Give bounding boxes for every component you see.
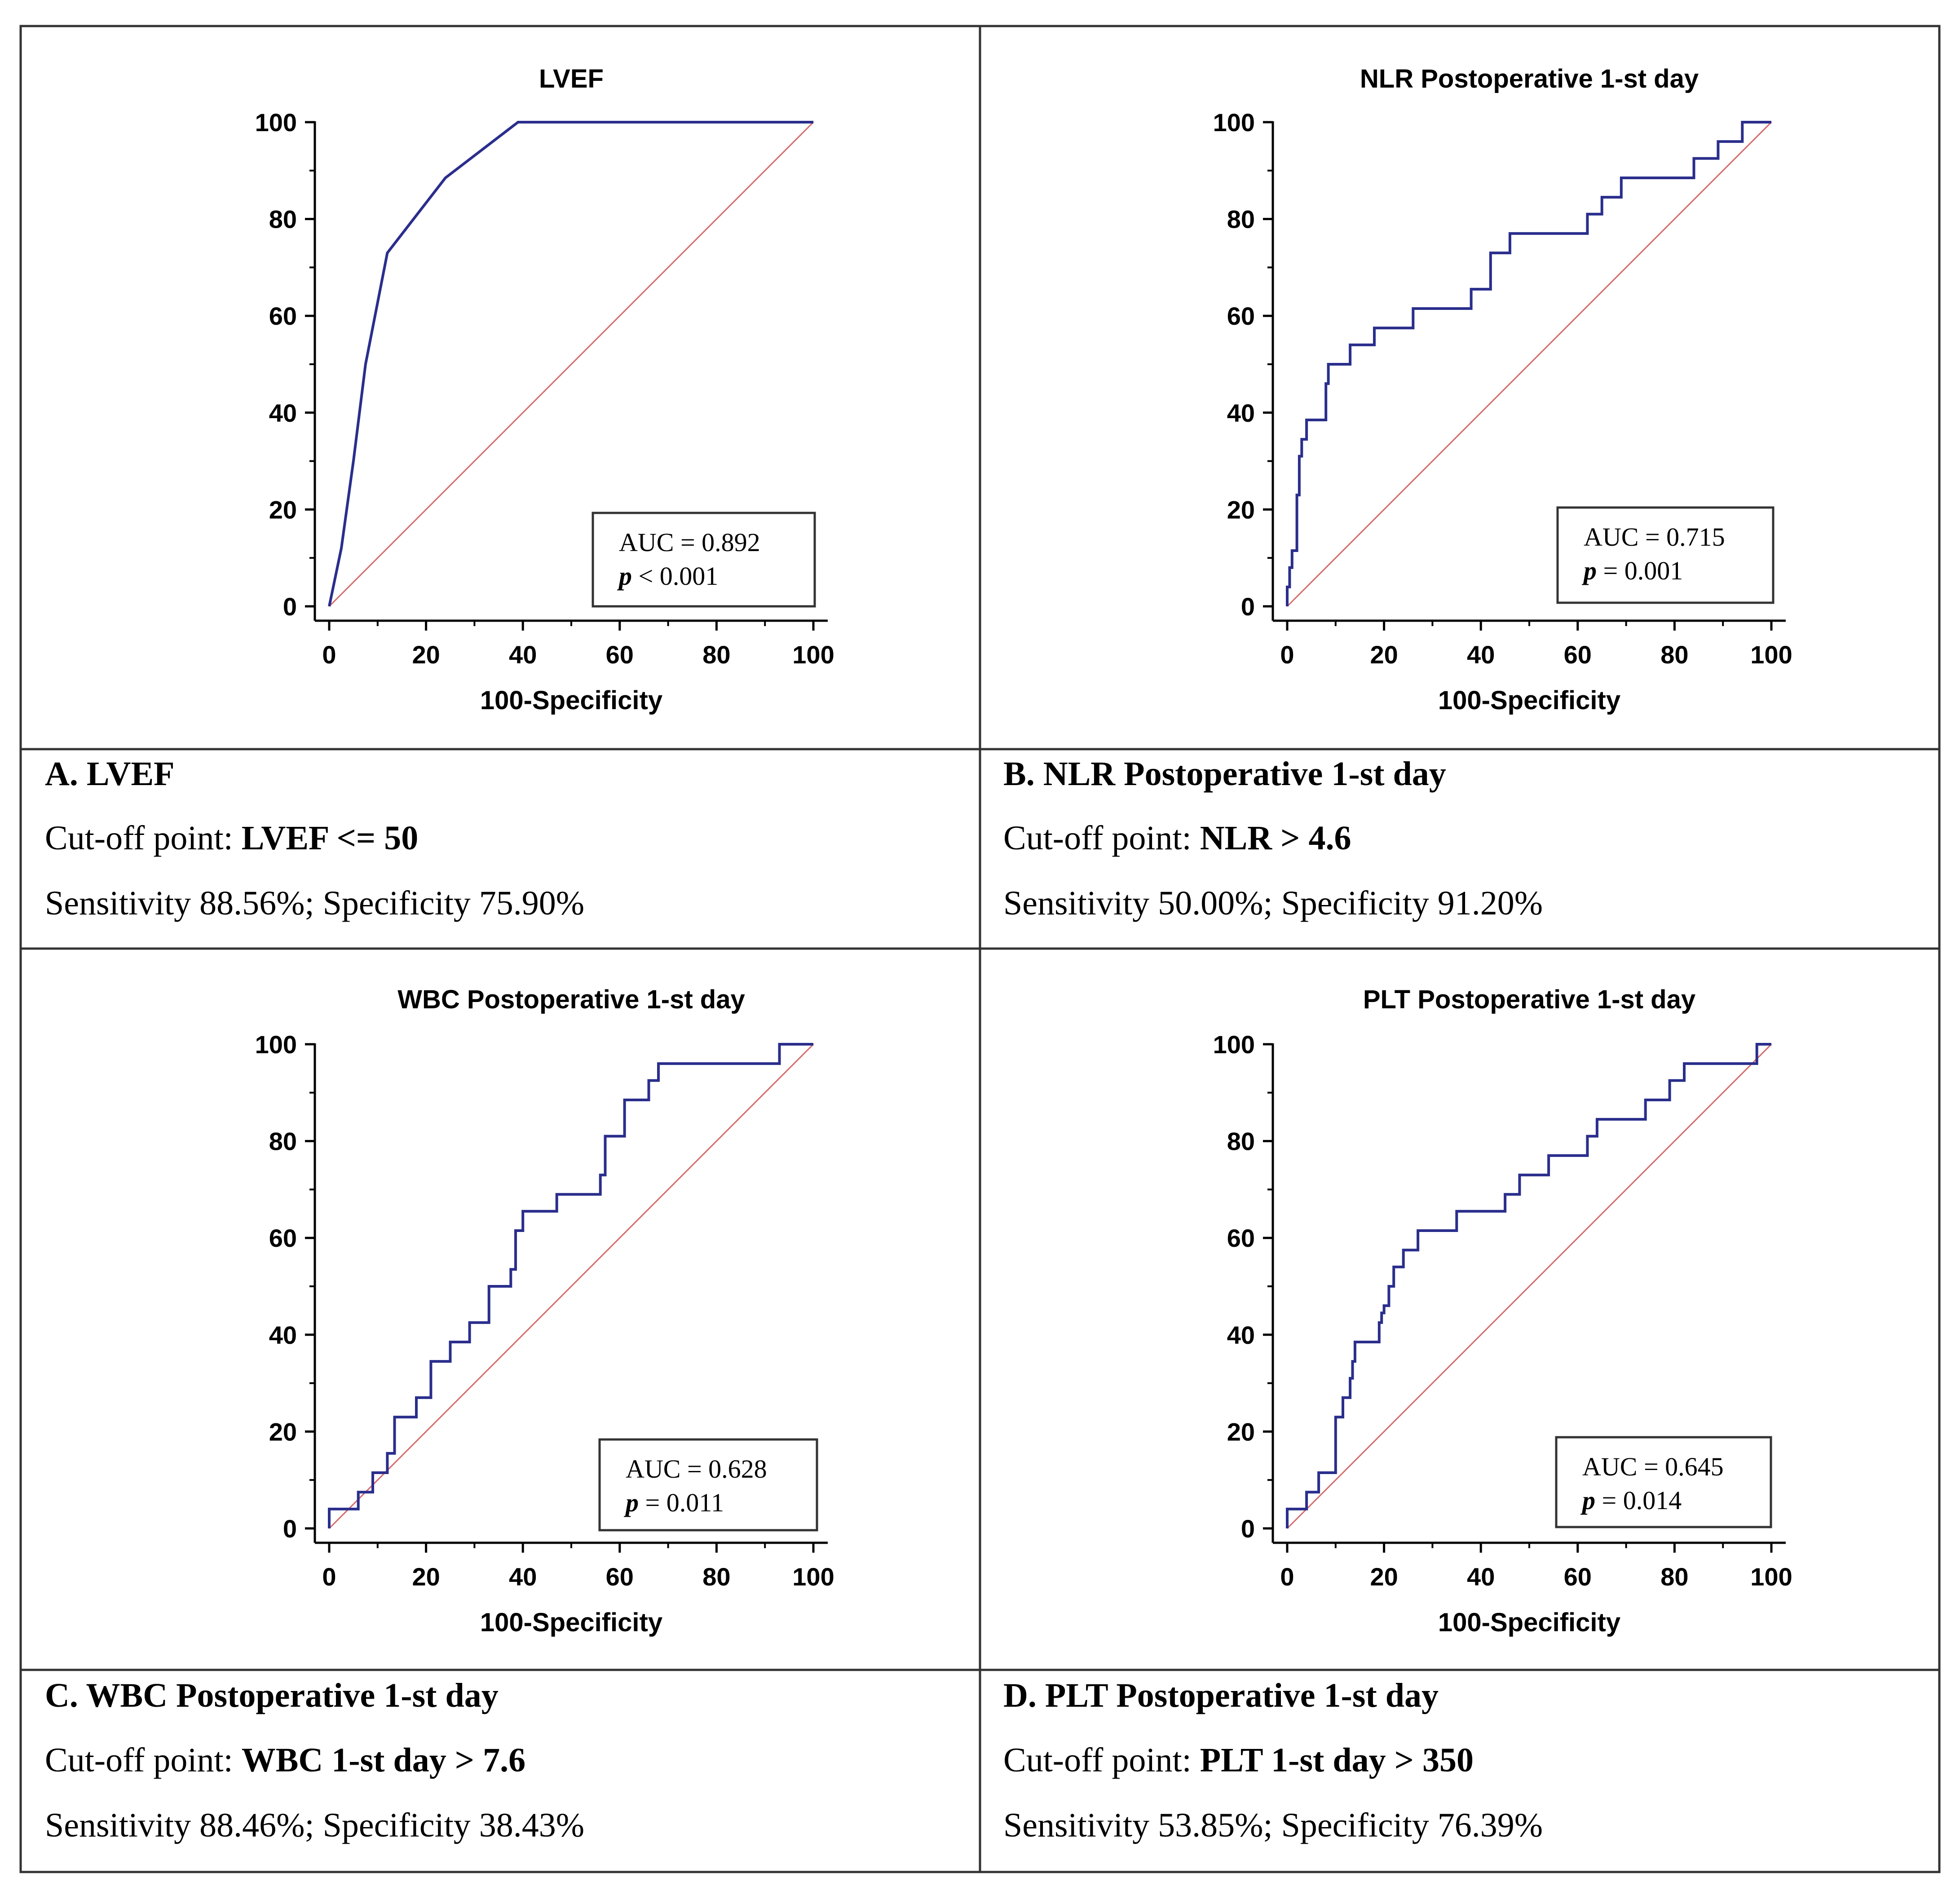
x-axis-label-d: 100-Specificity [1438,1608,1620,1637]
roc-curve-c [328,1043,813,1528]
x-tick-label-d: 60 [1564,1563,1592,1591]
chart-panel-d: PLT Postoperative 1-st day 0 20 40 60 80 100 0 2… [1213,985,1792,1637]
caption-b-heading: B. NLR Postoperative 1-st day [1003,755,1446,793]
y-tick-label-d: 100 [1213,1030,1255,1059]
caption-b-cutoff: Cut-off point: NLR > 4.6 [1003,819,1351,857]
reference-line-d [1286,1043,1772,1529]
x-tick-label-c: 20 [412,1563,440,1591]
auc-box-b [1556,506,1775,604]
y-tick-label-c: 100 [255,1030,297,1059]
y-tick-label-a: 100 [255,108,297,137]
chart-title-c: WBC Postoperative 1-st day [397,985,745,1014]
chart-title-d: PLT Postoperative 1-st day [1363,985,1695,1014]
auc-box-a [592,512,816,608]
chart-panel-a: LVEF 0 20 40 60 80 100 0 20 40 60 80 100 100-Specific… [255,64,834,715]
p-value-label-b: p = 0.001 [1581,556,1683,585]
reference-line-a [328,121,814,607]
roc-curve-a [328,121,813,607]
x-tick-label-c: 100 [792,1563,834,1591]
caption-d-heading: D. PLT Postoperative 1-st day [1003,1677,1439,1714]
x-tick-label-a: 40 [509,640,537,669]
caption-a-stats: Sensitivity 88.56%; Specificity 75.90% [45,884,584,922]
y-tick-label-c: 40 [269,1321,297,1349]
y-tick-label-d: 80 [1227,1127,1255,1156]
y-tick-label-a: 20 [269,495,297,524]
chart-title-a: LVEF [539,64,604,93]
reference-line-c [328,1043,814,1529]
caption-d-stats: Sensitivity 53.85%; Specificity 76.39% [1003,1806,1543,1844]
reference-line-b [1286,121,1772,607]
y-tick-label-a: 80 [269,205,297,234]
y-tick-label-a: 0 [283,592,297,621]
x-axis-label-a: 100-Specificity [480,686,662,715]
x-axis-label-b: 100-Specificity [1438,686,1620,715]
y-tick-label-b: 40 [1227,399,1255,427]
y-tick-label-b: 60 [1227,302,1255,330]
x-tick-label-d: 40 [1467,1563,1495,1591]
auc-box-c [598,1438,818,1532]
y-tick-label-c: 0 [283,1514,297,1543]
auc-label-c: AUC = 0.628 [626,1454,767,1483]
x-tick-label-b: 80 [1660,640,1688,669]
x-tick-label-d: 100 [1750,1563,1792,1591]
x-tick-label-a: 100 [792,640,834,669]
caption-b-stats: Sensitivity 50.00%; Specificity 91.20% [1003,884,1543,922]
x-tick-label-a: 20 [412,640,440,669]
caption-d-cutoff: Cut-off point: PLT 1-st day > 350 [1003,1741,1474,1779]
y-tick-label-d: 60 [1227,1224,1255,1252]
auc-label-a: AUC = 0.892 [619,528,760,557]
auc-box-d [1555,1436,1772,1528]
chart-panel-b: NLR Postoperative 1-st day 0 20 40 60 80 100 0 2… [1213,64,1792,715]
x-tick-label-b: 0 [1280,640,1294,669]
y-tick-label-d: 0 [1241,1514,1255,1543]
auc-label-b: AUC = 0.715 [1584,522,1725,552]
y-tick-label-b: 0 [1241,592,1255,621]
y-tick-label-d: 20 [1227,1417,1255,1446]
x-tick-label-b: 60 [1564,640,1592,669]
y-tick-label-c: 20 [269,1417,297,1446]
x-tick-label-a: 60 [606,640,634,669]
x-tick-label-b: 40 [1467,640,1495,669]
x-tick-label-c: 40 [509,1563,537,1591]
x-tick-label-a: 80 [702,640,730,669]
caption-d: D. PLT Postoperative 1-st day Cut-off po… [1003,1677,1543,1844]
caption-a: A. LVEF Cut-off point: LVEF <= 50 Sensit… [45,755,584,922]
y-tick-label-b: 100 [1213,108,1255,137]
caption-c-stats: Sensitivity 88.46%; Specificity 38.43% [45,1806,584,1844]
auc-label-d: AUC = 0.645 [1582,1452,1724,1481]
chart-title-b: NLR Postoperative 1-st day [1360,64,1699,93]
x-tick-label-d: 0 [1280,1563,1294,1591]
x-tick-label-c: 60 [606,1563,634,1591]
roc-curve-b [1286,121,1771,606]
y-tick-label-c: 60 [269,1224,297,1252]
y-tick-label-d: 40 [1227,1321,1255,1349]
y-tick-label-a: 40 [269,399,297,427]
p-value-label-d: p = 0.014 [1580,1486,1682,1515]
p-value-label-a: p < 0.001 [617,561,718,591]
p-value-label-c: p = 0.011 [623,1488,724,1517]
x-tick-label-c: 0 [322,1563,336,1591]
y-tick-label-a: 60 [269,302,297,330]
y-tick-label-b: 20 [1227,495,1255,524]
x-tick-label-d: 20 [1370,1563,1398,1591]
x-tick-label-d: 80 [1660,1563,1688,1591]
caption-c-cutoff: Cut-off point: WBC 1-st day > 7.6 [45,1741,525,1779]
caption-c: C. WBC Postoperative 1-st day Cut-off po… [45,1677,584,1844]
chart-panel-c: WBC Postoperative 1-st day 0 20 40 60 80 100 0 2… [255,985,834,1637]
caption-b: B. NLR Postoperative 1-st day Cut-off po… [1003,755,1543,922]
x-tick-label-c: 80 [702,1563,730,1591]
x-tick-label-b: 100 [1750,640,1792,669]
y-tick-label-b: 80 [1227,205,1255,234]
caption-a-cutoff: Cut-off point: LVEF <= 50 [45,819,418,857]
roc-curve-d [1286,1043,1771,1528]
caption-a-heading: A. LVEF [45,755,175,793]
x-tick-label-b: 20 [1370,640,1398,669]
x-tick-label-a: 0 [322,640,336,669]
caption-c-heading: C. WBC Postoperative 1-st day [45,1677,499,1714]
x-axis-label-c: 100-Specificity [480,1608,662,1637]
y-tick-label-c: 80 [269,1127,297,1156]
